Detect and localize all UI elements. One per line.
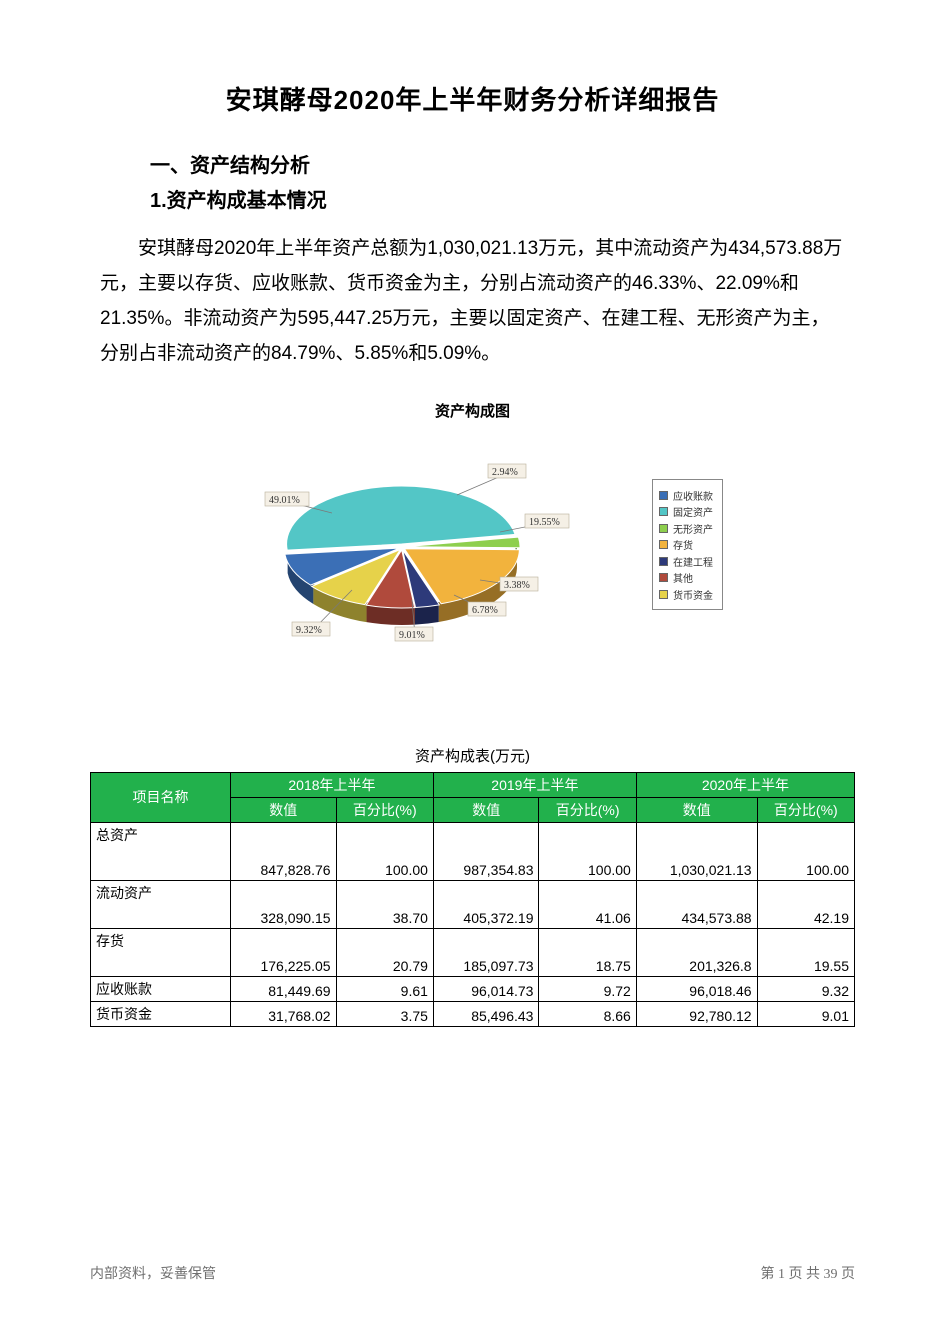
pie-legend: 应收账款固定资产无形资产存货在建工程其他货币资金 <box>652 479 723 610</box>
legend-item: 其他 <box>659 570 713 585</box>
th-sub: 数值 <box>433 797 539 822</box>
legend-swatch <box>659 590 668 599</box>
legend-item: 固定资产 <box>659 504 713 519</box>
cell-value: 100.00 <box>336 822 433 880</box>
cell-value: 405,372.19 <box>433 880 539 928</box>
cell-name: 总资产 <box>91 822 231 880</box>
table-title: 资产构成表(万元) <box>90 745 855 766</box>
cell-value: 100.00 <box>539 822 636 880</box>
cell-value: 176,225.05 <box>231 928 337 976</box>
cell-value: 9.32 <box>757 976 854 1001</box>
cell-value: 9.61 <box>336 976 433 1001</box>
legend-swatch <box>659 491 668 500</box>
table-row: 流动资产328,090.1538.70405,372.1941.06434,57… <box>91 880 855 928</box>
pie-slice-label: 9.01% <box>399 630 425 641</box>
pie-slice-label: 19.55% <box>529 517 560 528</box>
legend-label: 无形资产 <box>673 521 713 536</box>
table-row: 总资产847,828.76100.00987,354.83100.001,030… <box>91 822 855 880</box>
legend-swatch <box>659 524 668 533</box>
report-title: 安琪酵母2020年上半年财务分析详细报告 <box>90 80 855 117</box>
th-sub: 数值 <box>231 797 337 822</box>
legend-item: 在建工程 <box>659 554 713 569</box>
th-sub: 数值 <box>636 797 757 822</box>
table-row: 存货176,225.0520.79185,097.7318.75201,326.… <box>91 928 855 976</box>
cell-name: 流动资产 <box>91 880 231 928</box>
legend-swatch <box>659 540 668 549</box>
section-heading-2: 1.资产构成基本情况 <box>150 184 855 213</box>
cell-name: 应收账款 <box>91 976 231 1001</box>
pie-chart: 9.32% 49.01% 2.94% 19.55% 3.38% 6.78% 9.01% <box>222 435 582 655</box>
cell-value: 31,768.02 <box>231 1001 337 1026</box>
cell-value: 92,780.12 <box>636 1001 757 1026</box>
cell-value: 81,449.69 <box>231 976 337 1001</box>
cell-value: 847,828.76 <box>231 822 337 880</box>
cell-value: 434,573.88 <box>636 880 757 928</box>
legend-item: 无形资产 <box>659 521 713 536</box>
pie-slice-label: 3.38% <box>504 580 530 591</box>
footer-left: 内部资料，妥善保管 <box>90 1263 216 1283</box>
cell-value: 8.66 <box>539 1001 636 1026</box>
cell-value: 19.55 <box>757 928 854 976</box>
th-period: 2020年上半年 <box>636 772 854 797</box>
asset-pie-chart-block: 资产构成图 9.32%49.01%2.94%19.55%3.38%6.78%9.… <box>90 400 855 655</box>
cell-value: 987,354.83 <box>433 822 539 880</box>
cell-value: 96,018.46 <box>636 976 757 1001</box>
th-item-name: 项目名称 <box>91 772 231 822</box>
cell-value: 20.79 <box>336 928 433 976</box>
cell-value: 41.06 <box>539 880 636 928</box>
legend-item: 存货 <box>659 537 713 552</box>
cell-value: 9.72 <box>539 976 636 1001</box>
pie-slice-label: 6.78% <box>472 605 498 616</box>
cell-name: 存货 <box>91 928 231 976</box>
th-sub: 百分比(%) <box>757 797 854 822</box>
th-sub: 百分比(%) <box>336 797 433 822</box>
cell-value: 9.01 <box>757 1001 854 1026</box>
legend-swatch <box>659 507 668 516</box>
section-heading-1: 一、资产结构分析 <box>150 149 855 178</box>
legend-item: 货币资金 <box>659 587 713 602</box>
legend-label: 在建工程 <box>673 554 713 569</box>
asset-composition-table: 项目名称2018年上半年2019年上半年2020年上半年数值百分比(%)数值百分… <box>90 772 855 1027</box>
pie-slice-label: 9.32% <box>296 625 322 636</box>
cell-value: 100.00 <box>757 822 854 880</box>
cell-value: 96,014.73 <box>433 976 539 1001</box>
cell-value: 38.70 <box>336 880 433 928</box>
legend-swatch <box>659 557 668 566</box>
legend-label: 应收账款 <box>673 488 713 503</box>
cell-value: 85,496.43 <box>433 1001 539 1026</box>
legend-item: 应收账款 <box>659 488 713 503</box>
cell-value: 185,097.73 <box>433 928 539 976</box>
pie-slice-label: 49.01% <box>269 495 300 506</box>
cell-value: 42.19 <box>757 880 854 928</box>
page-footer: 内部资料，妥善保管 第 1 页 共 39 页 <box>90 1263 855 1283</box>
table-row: 应收账款81,449.699.6196,014.739.7296,018.469… <box>91 976 855 1001</box>
body-paragraph: 安琪酵母2020年上半年资产总额为1,030,021.13万元，其中流动资产为4… <box>100 231 845 372</box>
cell-value: 328,090.15 <box>231 880 337 928</box>
footer-right: 第 1 页 共 39 页 <box>761 1263 856 1283</box>
cell-value: 18.75 <box>539 928 636 976</box>
pie-chart-title: 资产构成图 <box>90 400 855 421</box>
pie-slice-label: 2.94% <box>492 467 518 478</box>
cell-value: 201,326.8 <box>636 928 757 976</box>
cell-name: 货币资金 <box>91 1001 231 1026</box>
legend-label: 其他 <box>673 570 693 585</box>
cell-value: 3.75 <box>336 1001 433 1026</box>
legend-label: 存货 <box>673 537 693 552</box>
th-sub: 百分比(%) <box>539 797 636 822</box>
th-period: 2018年上半年 <box>231 772 434 797</box>
cell-value: 1,030,021.13 <box>636 822 757 880</box>
legend-label: 固定资产 <box>673 504 713 519</box>
legend-label: 货币资金 <box>673 587 713 602</box>
legend-swatch <box>659 573 668 582</box>
table-row: 货币资金31,768.023.7585,496.438.6692,780.129… <box>91 1001 855 1026</box>
th-period: 2019年上半年 <box>433 772 636 797</box>
